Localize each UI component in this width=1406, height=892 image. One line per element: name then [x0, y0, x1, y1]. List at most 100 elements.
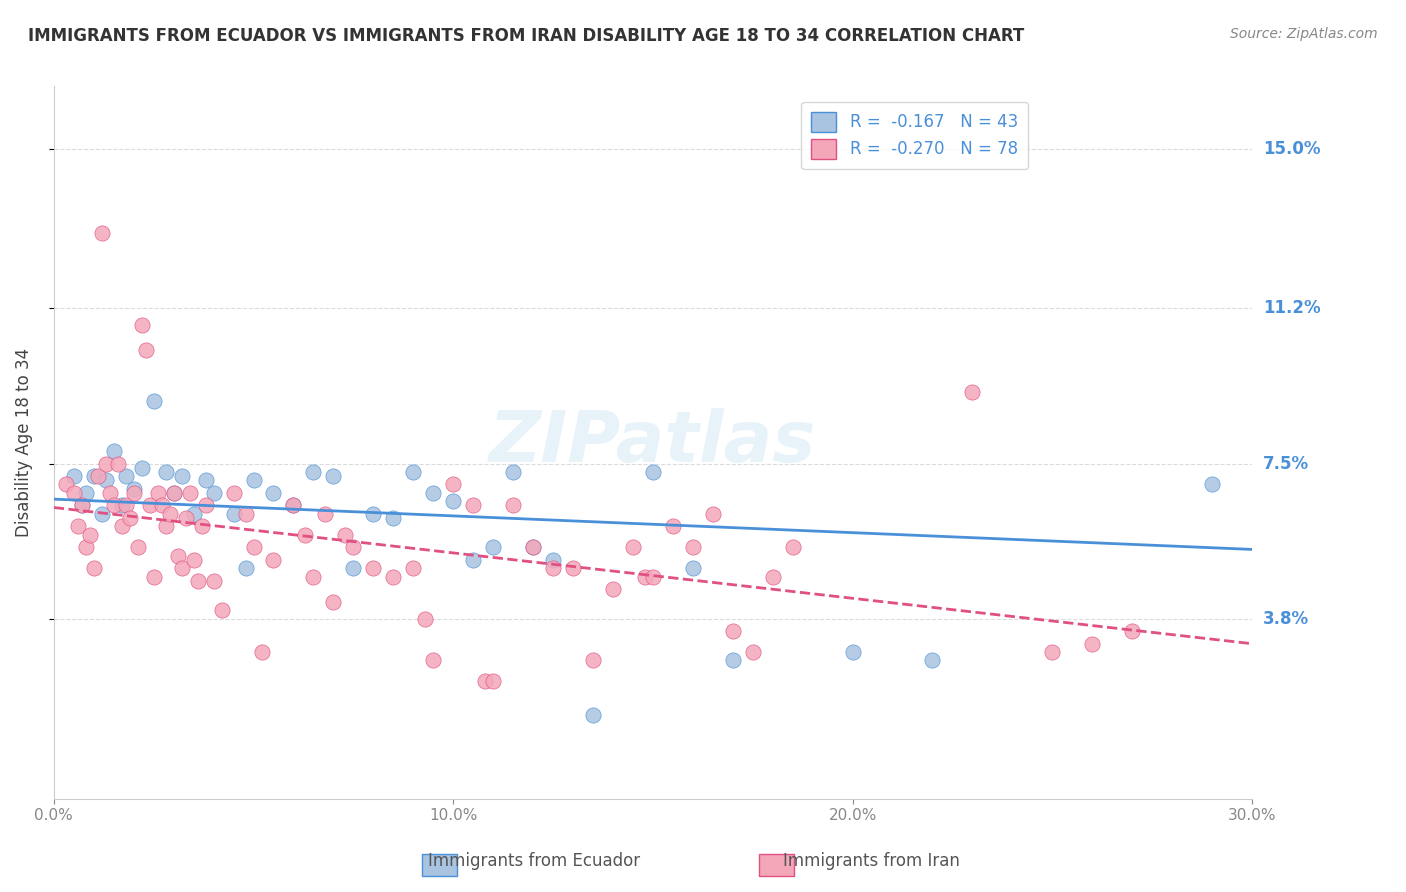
Point [75, 541, 97, 555]
Point [482, 674, 505, 689]
Point [641, 465, 664, 479]
Point [502, 499, 524, 513]
Point [402, 465, 425, 479]
Point [183, 507, 205, 521]
Point [463, 499, 485, 513]
Point [170, 561, 193, 575]
Point [682, 541, 704, 555]
Point [302, 569, 325, 583]
Point [211, 603, 233, 617]
Point [66, 519, 89, 533]
Point [114, 499, 136, 513]
Point [263, 553, 285, 567]
Point [135, 343, 157, 358]
Point [1040, 645, 1063, 659]
Point [402, 561, 425, 575]
Point [98, 486, 121, 500]
Point [541, 553, 564, 567]
Point [222, 486, 245, 500]
Point [263, 486, 285, 500]
Point [94, 457, 117, 471]
Point [194, 499, 217, 513]
Point [634, 569, 657, 583]
Point [502, 465, 524, 479]
Point [142, 393, 165, 408]
Point [242, 541, 264, 555]
Point [202, 486, 225, 500]
Point [111, 499, 134, 513]
Point [342, 561, 364, 575]
Point [413, 611, 436, 625]
Point [174, 511, 197, 525]
Point [142, 569, 165, 583]
Text: 7.5%: 7.5% [1263, 455, 1309, 473]
Point [741, 645, 763, 659]
Point [62, 469, 84, 483]
Point [179, 486, 201, 500]
Point [342, 541, 364, 555]
Point [103, 499, 125, 513]
Point [1201, 477, 1223, 491]
Point [302, 465, 325, 479]
Point [1081, 637, 1104, 651]
Text: IMMIGRANTS FROM ECUADOR VS IMMIGRANTS FROM IRAN DISABILITY AGE 18 TO 34 CORRELAT: IMMIGRANTS FROM ECUADOR VS IMMIGRANTS FR… [28, 27, 1025, 45]
Point [441, 477, 464, 491]
Point [422, 486, 444, 500]
Point [235, 561, 257, 575]
Point [222, 507, 245, 521]
Point [131, 460, 153, 475]
Text: 3.8%: 3.8% [1263, 609, 1309, 628]
Point [163, 486, 186, 500]
Point [363, 561, 385, 575]
Point [70, 499, 93, 513]
Point [1121, 624, 1143, 639]
Point [70, 499, 93, 513]
Point [250, 645, 273, 659]
Point [170, 469, 193, 483]
Point [283, 499, 305, 513]
Point [314, 507, 336, 521]
Point [235, 507, 257, 521]
Point [155, 465, 177, 479]
Point [682, 561, 704, 575]
Point [782, 541, 804, 555]
Point [602, 582, 624, 597]
Point [166, 549, 188, 563]
Point [841, 645, 863, 659]
Point [382, 569, 405, 583]
Point [962, 385, 984, 400]
Point [138, 499, 160, 513]
Point [111, 519, 134, 533]
Text: 15.0%: 15.0% [1263, 140, 1320, 158]
Legend: R =  -0.167   N = 43, R =  -0.270   N = 78: R = -0.167 N = 43, R = -0.270 N = 78 [801, 102, 1028, 169]
Point [150, 499, 173, 513]
Point [118, 511, 141, 525]
Point [107, 457, 129, 471]
Point [83, 561, 105, 575]
Text: Immigrants from Ecuador: Immigrants from Ecuador [429, 852, 640, 870]
Point [122, 486, 145, 500]
Point [541, 561, 564, 575]
Point [114, 469, 136, 483]
Point [79, 527, 101, 541]
Point [522, 541, 544, 555]
Point [382, 511, 405, 525]
Point [582, 708, 605, 723]
Point [55, 477, 77, 491]
Point [163, 486, 186, 500]
Point [62, 486, 84, 500]
Point [921, 653, 943, 667]
Point [87, 469, 110, 483]
Point [90, 226, 112, 240]
Point [194, 473, 217, 487]
Point [474, 674, 496, 689]
Point [283, 499, 305, 513]
Y-axis label: Disability Age 18 to 34: Disability Age 18 to 34 [15, 348, 32, 537]
Point [90, 507, 112, 521]
Point [621, 541, 644, 555]
Point [242, 473, 264, 487]
Point [159, 507, 181, 521]
Point [322, 469, 344, 483]
Point [187, 574, 209, 588]
Point [202, 574, 225, 588]
